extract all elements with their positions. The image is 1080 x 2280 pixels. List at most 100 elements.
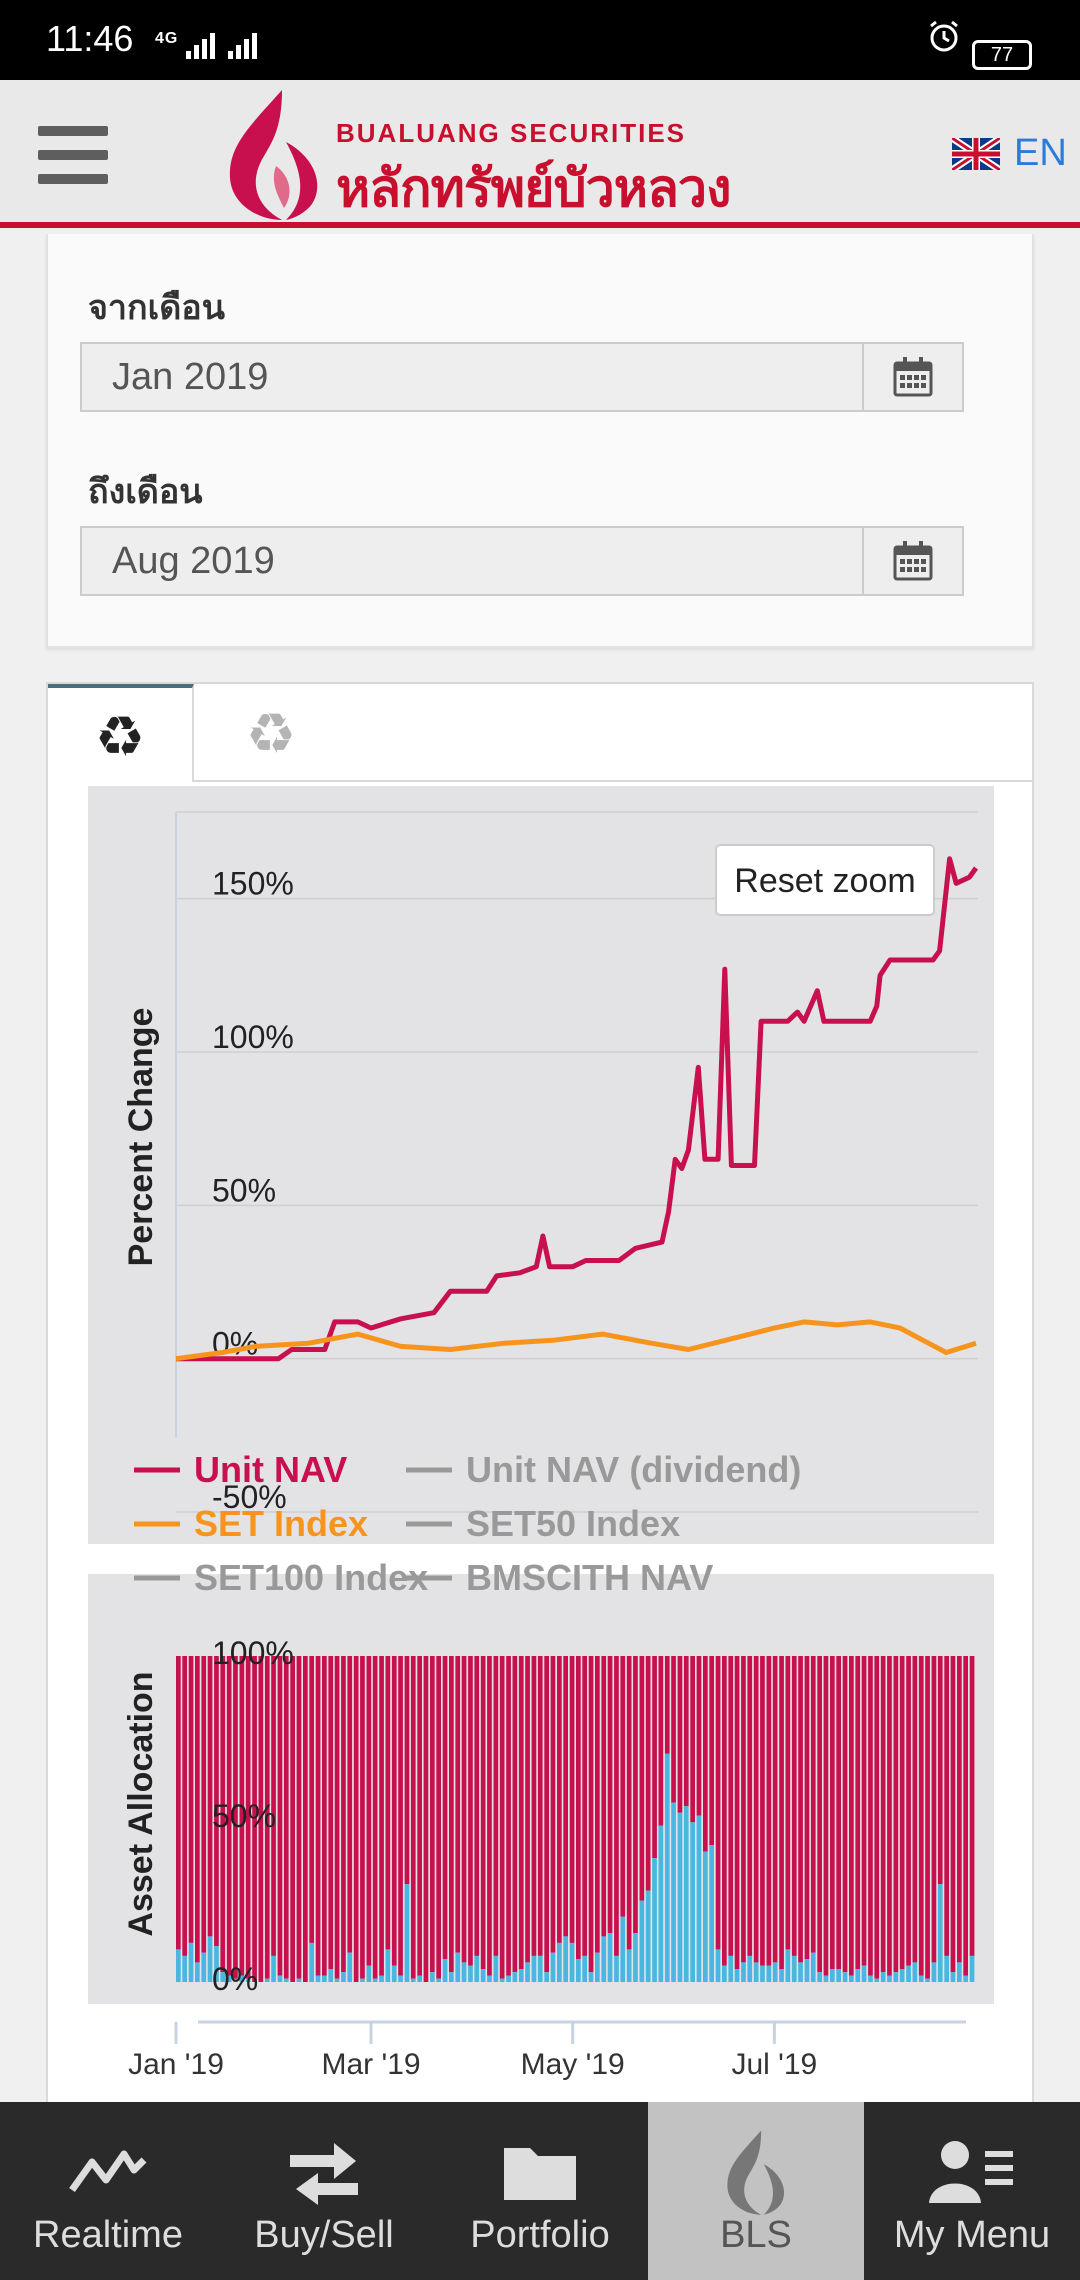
bar-segment-bottom — [309, 1942, 314, 1982]
bar-segment-bottom — [188, 1942, 194, 1982]
bar-segment-top — [842, 1656, 848, 1973]
reset-zoom-label[interactable]: Reset zoom — [734, 862, 915, 900]
language-switcher[interactable]: EN — [952, 132, 1067, 175]
bar-segment-top — [683, 1656, 689, 1806]
bar-segment-bottom — [341, 1972, 346, 1982]
legend-item-unit-nav[interactable]: Unit NAV — [134, 1449, 347, 1490]
to-month-value[interactable]: Aug 2019 — [112, 540, 275, 582]
bar-segment-top — [347, 1656, 353, 1953]
bar-segment-top — [385, 1656, 391, 1950]
bar-segment-top — [391, 1656, 397, 1966]
bar-segment-top — [480, 1656, 486, 1969]
bualuang-logo-icon — [648, 2130, 864, 2215]
bar-segment-bottom — [430, 1972, 435, 1982]
bar-segment-top — [753, 1656, 759, 1963]
bar-segment-bottom — [810, 1952, 816, 1982]
bar-segment-top — [798, 1656, 803, 1963]
bar-segment-top — [245, 1656, 251, 1979]
reset-zoom-button[interactable]: Reset zoom — [715, 844, 935, 916]
bar-segment-bottom — [182, 1955, 187, 1982]
bar-segment-bottom — [677, 1812, 683, 1982]
bar-segment-bottom — [493, 1955, 499, 1982]
bar-segment-top — [176, 1656, 181, 1950]
bar-segment-top — [855, 1656, 861, 1969]
bar-segment-bottom — [582, 1955, 587, 1982]
network-signal-icon: 4G — [155, 30, 276, 59]
bar-segment-bottom — [918, 1975, 924, 1982]
bar-segment-bottom — [277, 1975, 283, 1982]
network-type: 4G — [155, 30, 179, 47]
nav-realtime[interactable]: Realtime — [0, 2102, 216, 2280]
bar-segment-top — [607, 1656, 613, 1934]
bar-segment-top — [353, 1656, 359, 1982]
legend-item-unit-nav-dividend-[interactable]: Unit NAV (dividend) — [406, 1449, 801, 1490]
bar-segment-bottom — [607, 1933, 613, 1982]
bar-segment-bottom — [766, 1965, 772, 1982]
tab-chart-2[interactable]: ♻ — [196, 684, 346, 784]
bar-segment-bottom — [404, 1884, 410, 1982]
bar-segment-bottom — [195, 1962, 200, 1982]
bar-segment-top — [779, 1656, 784, 1969]
from-month-value[interactable]: Jan 2019 — [112, 356, 269, 398]
calendar-icon[interactable] — [862, 528, 962, 594]
bar-segment-top — [931, 1656, 937, 1963]
bar-segment-top — [309, 1656, 314, 1943]
bar-segment-bottom — [804, 1959, 810, 1982]
bar-segment-top — [703, 1656, 708, 1852]
legend-item-bmscith-nav[interactable]: BMSCITH NAV — [406, 1557, 713, 1598]
nav-buy-sell[interactable]: Buy/Sell — [216, 2102, 432, 2280]
from-month-field[interactable]: Jan 2019 — [80, 342, 964, 412]
menu-icon[interactable] — [38, 126, 108, 184]
nav-bls[interactable]: BLS — [648, 2102, 864, 2280]
series-line-unit-nav — [176, 856, 979, 1362]
bar-segment-bottom — [836, 1969, 841, 1982]
bar-segment-top — [601, 1656, 607, 1937]
bar-segment-top — [493, 1656, 499, 1956]
bar-segment-bottom — [658, 1825, 664, 1982]
y-tick-label: 100% — [212, 1635, 294, 1671]
bualuang-logo-icon — [229, 90, 318, 220]
bar-segment-bottom — [899, 1969, 905, 1982]
to-month-field[interactable]: Aug 2019 — [80, 526, 964, 596]
legend-item-set50-index[interactable]: SET50 Index — [406, 1503, 680, 1544]
bar-segment-top — [214, 1656, 219, 1947]
nav-my-menu[interactable]: My Menu — [864, 2102, 1080, 2280]
bar-segment-bottom — [347, 1952, 353, 1982]
bar-segment-bottom — [944, 1955, 949, 1982]
bar-segment-top — [950, 1656, 956, 1973]
bar-segment-bottom — [239, 1975, 245, 1982]
bar-segment-bottom — [690, 1822, 695, 1982]
bar-segment-top — [937, 1656, 943, 1885]
tab-chart-1[interactable]: ♻ — [48, 684, 194, 786]
x-tick-label: May '19 — [521, 2048, 625, 2081]
bar-segment-bottom — [601, 1936, 607, 1982]
bar-segment-bottom — [817, 1972, 822, 1982]
legend-item-set100-index[interactable]: SET100 Index — [134, 1557, 428, 1598]
status-bar: 11:46 4G 77 — [0, 0, 1080, 80]
bar-segment-bottom — [823, 1975, 829, 1982]
bar-segment-bottom — [525, 1962, 530, 1982]
bar-segment-top — [487, 1656, 492, 1976]
to-month-label: ถึงเดือน — [88, 473, 203, 511]
x-tick-label: Jan '19 — [128, 2048, 224, 2081]
bar-segment-top — [969, 1656, 975, 1956]
bar-segment-top — [918, 1656, 924, 1976]
legend-item-set-index[interactable]: SET Index — [134, 1503, 368, 1544]
bar-segment-top — [341, 1656, 346, 1973]
y-tick-label: 50% — [212, 1172, 276, 1208]
calendar-icon[interactable] — [862, 344, 962, 410]
bar-segment-bottom — [569, 1942, 575, 1982]
bar-segment-top — [868, 1656, 873, 1976]
bar-segment-top — [442, 1656, 448, 1960]
bar-segment-top — [182, 1656, 187, 1956]
bar-segment-bottom — [753, 1962, 759, 1982]
nav-realtime-label: Realtime — [33, 2214, 183, 2256]
bar-segment-bottom — [728, 1955, 734, 1982]
bar-segment-bottom — [474, 1955, 480, 1982]
bar-segment-top — [207, 1656, 213, 1937]
nav-portfolio[interactable]: Portfolio — [432, 2102, 648, 2280]
bar-segment-top — [861, 1656, 867, 1966]
bar-segment-bottom — [633, 1933, 638, 1982]
line-chart-y-axis-label: Percent Change — [122, 1008, 160, 1267]
bar-segment-bottom — [969, 1955, 975, 1982]
